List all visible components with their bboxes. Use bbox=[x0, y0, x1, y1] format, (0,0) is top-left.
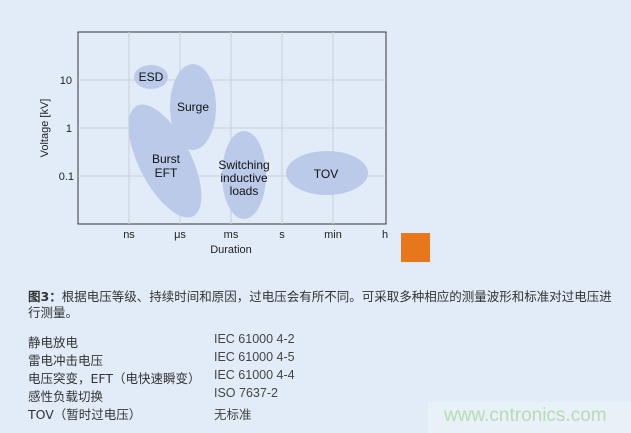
caption-text: 根据电压等级、持续时间和原因，过电压会有所不同。可采取多种相应的测量波形和标准对… bbox=[28, 289, 612, 320]
caption-prefix: 图3： bbox=[28, 289, 62, 304]
y-tick-10: 10 bbox=[60, 75, 72, 87]
standards-row: 感性负载切换 ISO 7637-2 bbox=[28, 386, 278, 404]
x-tick-s: s bbox=[279, 229, 285, 241]
x-axis-label: Duration bbox=[210, 244, 252, 256]
standards-row: TOV（暂时过电压） 无标准 bbox=[28, 404, 252, 422]
watermark-text: www.cntronics.com bbox=[444, 405, 607, 426]
standards-row: 电压突变，EFT（电快速瞬变） IEC 61000 4-4 bbox=[28, 368, 295, 386]
row-standard: 无标准 bbox=[214, 408, 252, 422]
label-inductive: inductive bbox=[220, 171, 268, 185]
row-standard: IEC 61000 4-4 bbox=[214, 368, 295, 382]
x-tick-h: h bbox=[382, 229, 388, 241]
standards-row: 静电放电 IEC 61000 4-2 bbox=[28, 332, 295, 350]
figure-caption: 图3：根据电压等级、持续时间和原因，过电压会有所不同。可采取多种相应的测量波形和… bbox=[28, 289, 613, 321]
y-tick-0.1: 0.1 bbox=[59, 171, 74, 183]
x-tick-us: μs bbox=[174, 229, 186, 241]
row-name: 感性负载切换 bbox=[28, 389, 104, 404]
region-esd bbox=[134, 65, 168, 89]
row-name: TOV（暂时过电压） bbox=[28, 407, 142, 422]
row-name: 雷电冲击电压 bbox=[28, 353, 104, 368]
x-tick-ns: ns bbox=[123, 229, 135, 241]
y-axis-label: Voltage [kV] bbox=[39, 99, 51, 158]
orange-square bbox=[401, 233, 430, 262]
standards-row: 雷电冲击电压 IEC 61000 4-5 bbox=[28, 350, 295, 368]
label-switching: Switching bbox=[218, 158, 269, 172]
label-loads: loads bbox=[230, 184, 259, 198]
row-name: 电压突变，EFT（电快速瞬变） bbox=[28, 371, 201, 386]
label-burst: Burst bbox=[152, 152, 181, 166]
region-switching bbox=[222, 131, 266, 219]
region-tov bbox=[286, 151, 368, 195]
x-tick-min: min bbox=[324, 229, 342, 241]
row-standard: ISO 7637-2 bbox=[214, 386, 278, 400]
label-surge: Surge bbox=[177, 100, 209, 114]
x-tick-ms: ms bbox=[224, 229, 239, 241]
watermark: www.cntronics.com bbox=[428, 402, 631, 433]
label-eft: EFT bbox=[155, 166, 178, 180]
row-name: 静电放电 bbox=[28, 335, 79, 350]
region-surge bbox=[170, 64, 216, 150]
y-tick-1: 1 bbox=[66, 123, 72, 135]
row-standard: IEC 61000 4-5 bbox=[214, 350, 295, 364]
row-standard: IEC 61000 4-2 bbox=[214, 332, 295, 346]
region-burst bbox=[128, 104, 202, 218]
label-esd: ESD bbox=[139, 70, 164, 84]
label-tov: TOV bbox=[314, 167, 338, 181]
